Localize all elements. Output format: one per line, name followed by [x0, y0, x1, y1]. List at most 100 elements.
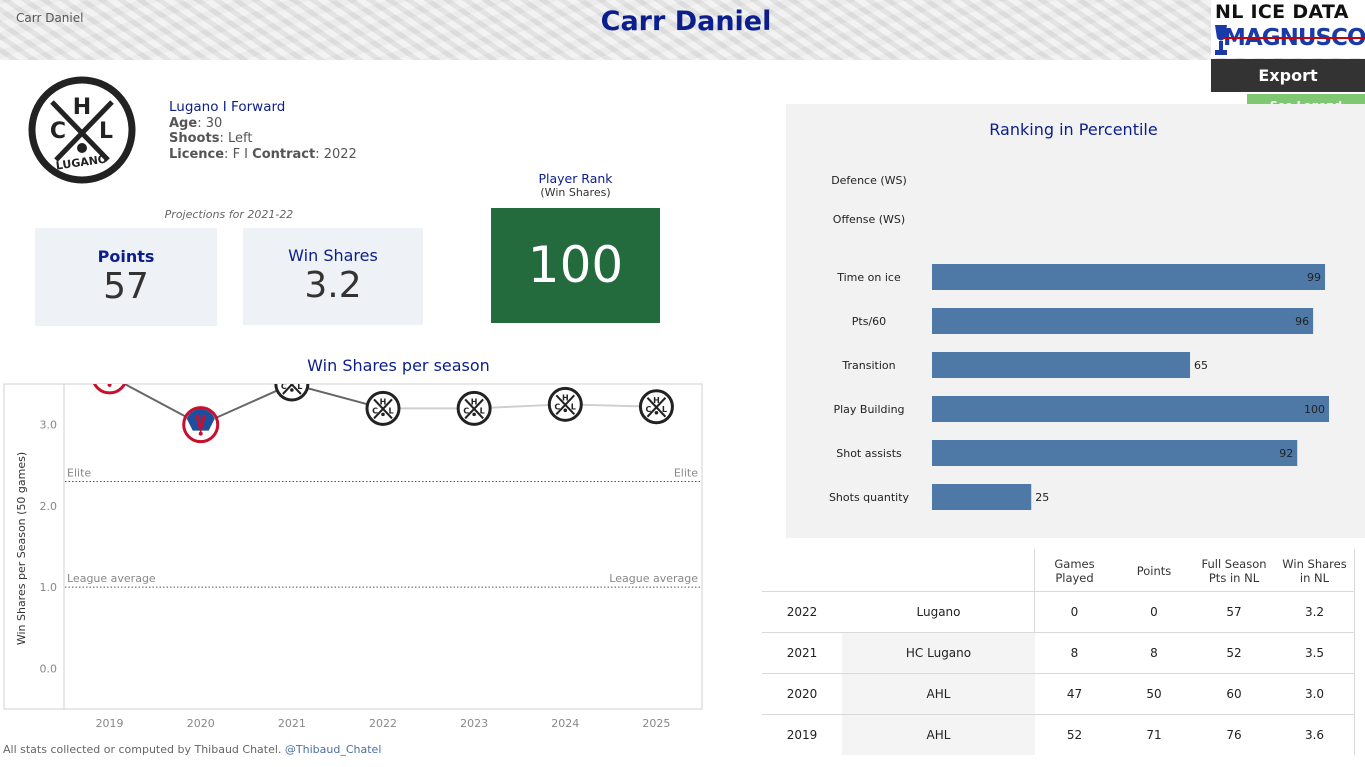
player-age: Age: 30: [169, 115, 223, 131]
ws-y-tick: 0.0: [40, 662, 58, 675]
lugano-logo-point[interactable]: HC L: [456, 390, 492, 426]
svg-text:H: H: [289, 380, 296, 382]
svg-text:L: L: [99, 119, 113, 144]
ws-y-tick: 1.0: [40, 581, 58, 594]
table-column-header[interactable]: Win Shares in NL: [1282, 557, 1347, 585]
table-cell: 8: [1070, 646, 1079, 660]
ahl-logo-point[interactable]: [182, 406, 220, 444]
points-value: 57: [103, 266, 149, 307]
footer-credit: All stats collected or computed by Thiba…: [3, 743, 382, 756]
table-cell: 2020: [786, 687, 818, 701]
ranking-panel: Ranking in Percentile Defence (WS) Offens…: [786, 104, 1365, 538]
ranking-bar[interactable]: [932, 396, 1329, 422]
table-cell: 3.0: [1304, 687, 1325, 701]
ranking-bar-chart: Defence (WS) Offense (WS) Time on ice 99 Pts…: [829, 174, 1329, 510]
table-right-border: [1354, 549, 1355, 755]
ranking-category-label: Transition: [841, 359, 895, 372]
brand-logo-line2: MAGNUSCORSI: [1223, 25, 1365, 51]
table-row[interactable]: 2021 HC Lugano 8 8 52 3.5: [762, 632, 1355, 673]
ranking-bar-value: 100: [1304, 403, 1325, 416]
table-cell: 3.6: [1304, 728, 1325, 742]
ranking-category-label: Pts/60: [852, 315, 886, 328]
ws-x-tick: 2023: [460, 717, 488, 730]
table-cell: 47: [1066, 687, 1083, 701]
table-cell: 50: [1146, 687, 1162, 701]
lugano-logo-point[interactable]: HC L: [547, 386, 583, 422]
ws-x-tick: 2025: [642, 717, 670, 730]
ranking-bar-value: 99: [1307, 271, 1321, 284]
svg-text:H: H: [562, 393, 569, 402]
hc-lugano-logo: H C L LUGANO: [28, 76, 136, 184]
table-cell: 57: [1226, 605, 1242, 619]
win-shares-label: Win Shares: [288, 246, 378, 265]
lugano-logo-point[interactable]: HC L: [365, 390, 401, 426]
ranking-bar[interactable]: [932, 352, 1191, 378]
ws-x-tick: 2021: [278, 717, 306, 730]
player-licence-contract: Licence: F I Contract: 2022: [169, 146, 357, 162]
page-title: Carr Daniel: [600, 6, 772, 37]
svg-text:H: H: [653, 396, 660, 405]
svg-text:L: L: [388, 406, 393, 415]
table-cell: 2022: [786, 605, 818, 619]
table-cell: 52: [1226, 646, 1242, 660]
table-column-header[interactable]: Points: [1136, 564, 1172, 578]
table-cell: 0: [1070, 605, 1079, 619]
author-handle-link[interactable]: @Thibaud_Chatel: [284, 743, 382, 756]
table-row[interactable]: 2020 AHL 47 50 60 3.0: [762, 673, 1355, 714]
table-cell: 2019: [786, 728, 818, 742]
lugano-logo-point[interactable]: HC L: [274, 380, 310, 402]
header-player-name: Carr Daniel: [16, 11, 84, 25]
svg-text:C: C: [463, 406, 469, 415]
ahl-logo-point[interactable]: [92, 380, 127, 395]
table-cell: 3.5: [1304, 646, 1325, 660]
ws-ref-label-left: League average: [67, 572, 156, 585]
ws-x-tick: 2024: [551, 717, 579, 730]
ws-y-label: Win Shares per Season (50 games): [15, 452, 28, 645]
ws-x-tick: 2022: [369, 717, 397, 730]
ranking-bar-value: 25: [1035, 491, 1049, 504]
points-kpi: Points 57: [35, 228, 217, 326]
table-cell: Lugano: [916, 605, 961, 619]
svg-text:L: L: [662, 405, 667, 414]
export-button[interactable]: Export: [1211, 59, 1365, 92]
table-cell: AHL: [842, 674, 1035, 714]
ranking-title: Ranking in Percentile: [989, 120, 1158, 139]
svg-text:C: C: [372, 406, 378, 415]
player-shoots: Shoots: Left: [169, 131, 253, 146]
team-position: Lugano I Forward: [169, 99, 286, 115]
ranking-bar-value: 96: [1295, 315, 1309, 328]
table-cell: 0: [1150, 605, 1158, 619]
table-cell: 60: [1226, 687, 1242, 701]
ranking-bar[interactable]: [932, 484, 1032, 510]
table-cell: 52: [1066, 728, 1083, 742]
ranking-bar[interactable]: [932, 264, 1326, 290]
ws-y-tick: 3.0: [40, 419, 58, 432]
ws-y-tick: 2.0: [40, 500, 58, 513]
table-row[interactable]: 2019 AHL 52 71 76 3.6: [762, 714, 1355, 755]
win-shares-value: 3.2: [304, 265, 362, 306]
win-shares-kpi: Win Shares 3.2: [243, 228, 423, 325]
ranking-bar[interactable]: [932, 440, 1298, 466]
svg-text:C: C: [50, 119, 66, 144]
ranking-category-label: Play Building: [833, 403, 904, 416]
ws-x-tick: 2019: [96, 717, 124, 730]
ranking-bar[interactable]: [932, 308, 1314, 334]
projections-caption: Projections for 2021-22: [164, 208, 294, 221]
svg-text:L: L: [480, 406, 485, 415]
table-row[interactable]: 2022 Lugano 0 0 57 3.2: [762, 591, 1355, 632]
ranking-category-label: Shots quantity: [829, 491, 910, 504]
ranking-category-label: Defence (WS): [831, 174, 907, 187]
ranking-category-label: Offense (WS): [833, 213, 905, 226]
ranking-bar-value: 92: [1279, 447, 1293, 460]
lugano-logo-point[interactable]: HC L: [638, 389, 674, 425]
svg-text:L: L: [571, 402, 576, 411]
points-label: Points: [97, 247, 155, 266]
ranking-bar-value: 65: [1194, 359, 1208, 372]
table-column-header[interactable]: Games Played: [1054, 557, 1095, 585]
table-cell: HC Lugano: [842, 633, 1035, 673]
table-column-header[interactable]: Full Season Pts in NL: [1201, 557, 1267, 585]
table-cell: 8: [1150, 646, 1158, 660]
svg-text:C: C: [281, 382, 287, 391]
ws-plot-area: [3, 383, 703, 710]
ws-ref-label-left: Elite: [67, 467, 91, 480]
